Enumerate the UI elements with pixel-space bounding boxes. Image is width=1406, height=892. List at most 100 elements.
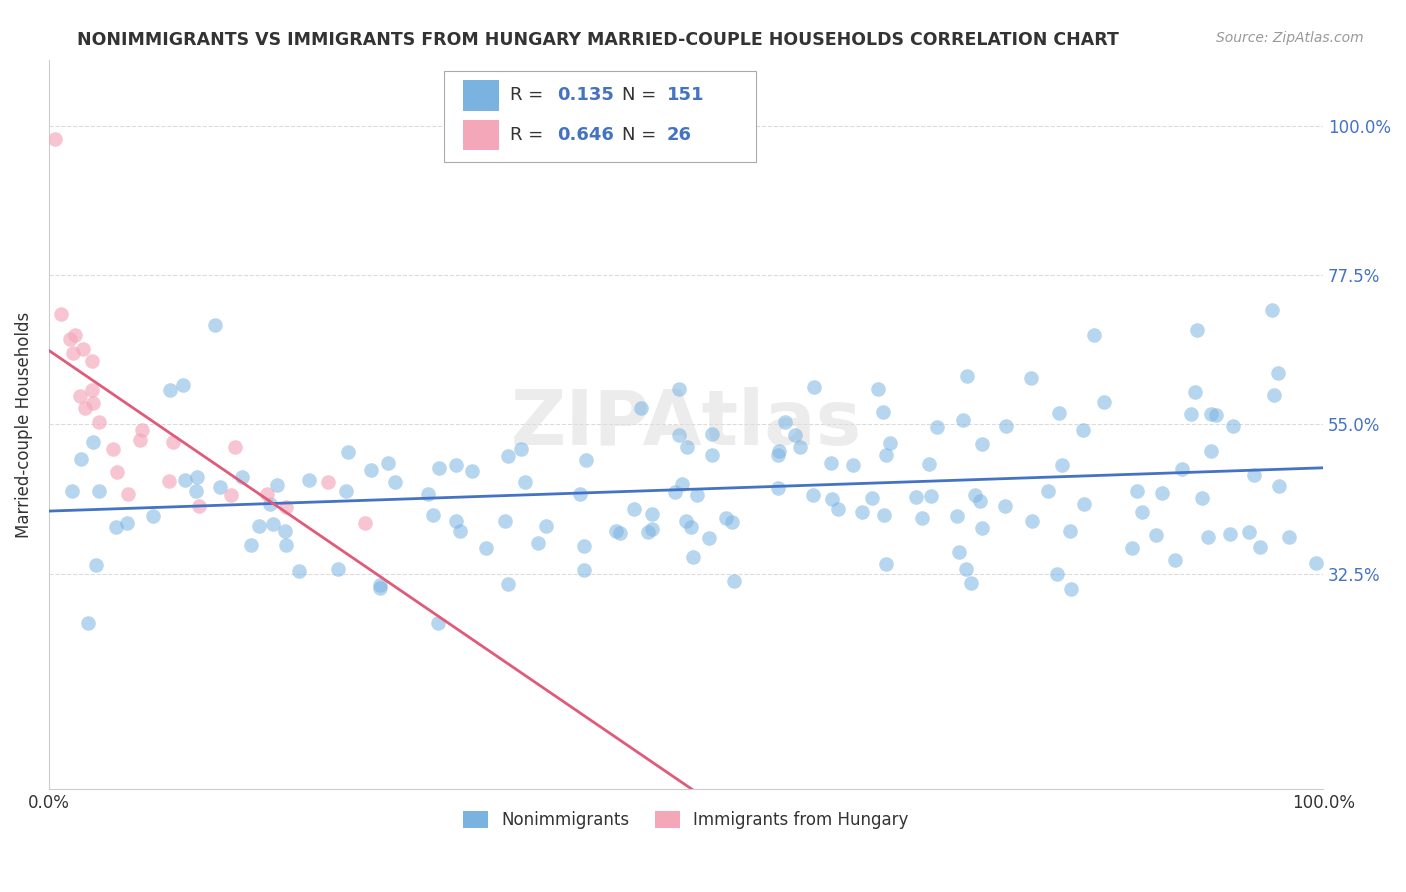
Text: 151: 151 [666, 87, 704, 104]
Point [773, 415, 796, 429]
Point [209, 480, 232, 494]
Point [785, 427, 807, 442]
Point [69, 451, 91, 466]
Point [104, 520, 127, 534]
Point [326, 562, 349, 576]
Point [952, 413, 974, 427]
Point [87, 416, 110, 430]
Text: ZIPAtlas: ZIPAtlas [510, 387, 862, 461]
Point [84, 558, 107, 572]
Bar [463, 120, 499, 150]
Point [82, 434, 104, 449]
Point [49, 307, 72, 321]
Point [766, 481, 789, 495]
Point [426, 616, 449, 631]
Point [969, 494, 991, 508]
Point [904, 490, 927, 504]
Point [449, 524, 471, 538]
Point [1047, 406, 1070, 420]
Point [803, 380, 825, 394]
Point [59, 332, 82, 346]
Point [69, 389, 91, 403]
Point [860, 491, 883, 506]
Point [1021, 371, 1043, 385]
Point [1171, 462, 1194, 476]
Point [1092, 395, 1115, 409]
Point [73, 401, 96, 416]
Point [1219, 527, 1241, 541]
Point [1073, 497, 1095, 511]
Point [872, 405, 894, 419]
Text: 0.135: 0.135 [557, 87, 614, 104]
Point [630, 401, 652, 415]
Point [416, 486, 439, 500]
Point [972, 437, 994, 451]
Point [336, 445, 359, 459]
Point [1185, 323, 1208, 337]
Point [1199, 408, 1222, 422]
Point [368, 581, 391, 595]
Point [640, 507, 662, 521]
Point [247, 519, 270, 533]
Point [446, 458, 468, 472]
Point [60, 484, 83, 499]
Point [354, 516, 377, 531]
Text: NONIMMIGRANTS VS IMMIGRANTS FROM HUNGARY MARRIED-COUPLE HOUSEHOLDS CORRELATION C: NONIMMIGRANTS VS IMMIGRANTS FROM HUNGARY… [77, 31, 1119, 49]
Point [298, 473, 321, 487]
Point [82, 396, 104, 410]
Point [1180, 407, 1202, 421]
Point [664, 484, 686, 499]
Point [117, 486, 139, 500]
Point [534, 518, 557, 533]
Point [675, 514, 697, 528]
Point [873, 508, 896, 523]
Point [1278, 530, 1301, 544]
Point [1021, 514, 1043, 528]
Point [80, 383, 103, 397]
Point [927, 420, 949, 434]
Text: N =: N = [623, 126, 662, 144]
Point [1267, 479, 1289, 493]
Point [1243, 467, 1265, 482]
Point [131, 423, 153, 437]
Point [219, 487, 242, 501]
Point [623, 502, 645, 516]
Point [574, 539, 596, 553]
Y-axis label: Married-couple Households: Married-couple Households [15, 311, 32, 538]
Point [801, 488, 824, 502]
Point [569, 487, 592, 501]
Point [266, 478, 288, 492]
Point [1130, 505, 1153, 519]
Point [945, 508, 967, 523]
Point [1046, 567, 1069, 582]
Point [184, 484, 207, 499]
Point [875, 558, 897, 572]
Point [1261, 303, 1284, 318]
Point [157, 475, 180, 489]
Point [173, 473, 195, 487]
Point [686, 487, 709, 501]
Point [1083, 327, 1105, 342]
Point [262, 516, 284, 531]
Point [1191, 491, 1213, 505]
Point [474, 541, 496, 556]
Point [679, 520, 702, 534]
Point [186, 470, 208, 484]
Point [1205, 408, 1227, 422]
Point [224, 440, 246, 454]
Point [510, 442, 533, 457]
Bar [463, 80, 499, 111]
Point [494, 514, 516, 528]
Point [162, 435, 184, 450]
Point [1060, 582, 1083, 596]
Point [101, 442, 124, 457]
Point [609, 525, 631, 540]
Point [1305, 556, 1327, 570]
Point [841, 458, 863, 472]
Text: 0.646: 0.646 [557, 126, 614, 144]
Point [335, 483, 357, 498]
Point [172, 378, 194, 392]
Point [1199, 443, 1222, 458]
Point [204, 318, 226, 332]
Point [972, 521, 994, 535]
